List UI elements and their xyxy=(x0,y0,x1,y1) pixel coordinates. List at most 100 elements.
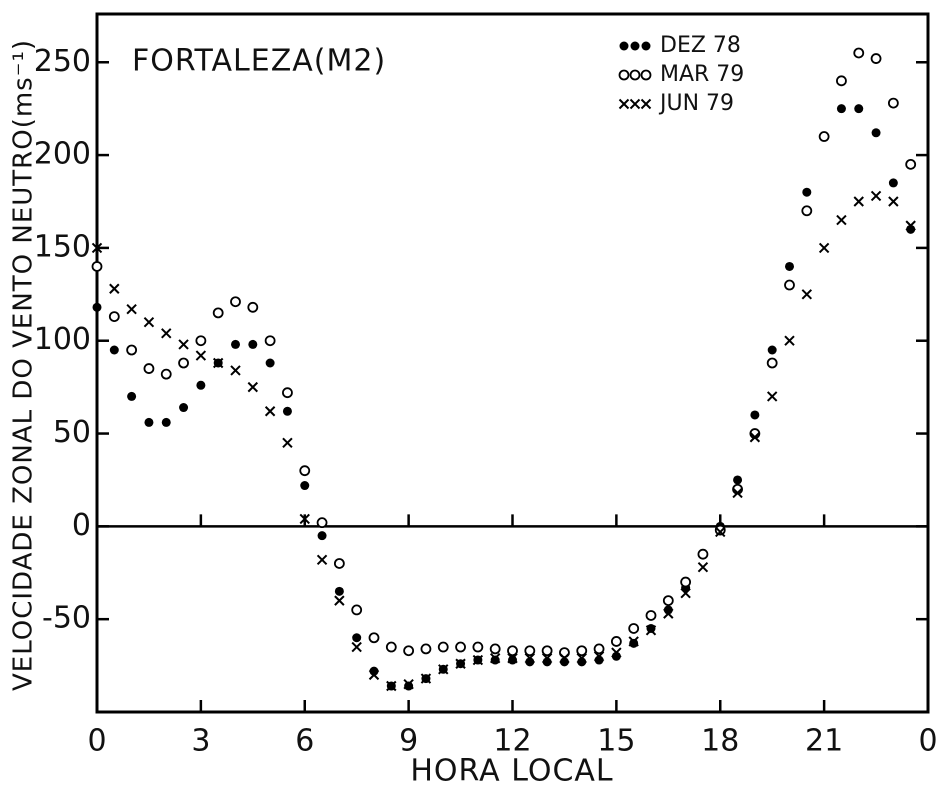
data-point xyxy=(680,576,692,588)
data-point xyxy=(508,655,517,665)
data-point xyxy=(870,53,882,64)
y-tick-label: 100 xyxy=(34,322,91,357)
data-point xyxy=(766,357,778,369)
data-point xyxy=(766,391,778,402)
data-point xyxy=(352,633,362,643)
data-point xyxy=(265,358,275,368)
data-point xyxy=(351,604,363,616)
data-point xyxy=(871,128,881,138)
data-point xyxy=(733,475,743,485)
data-point xyxy=(404,681,414,691)
data-point xyxy=(282,437,293,449)
x-tick-label: 0 xyxy=(918,724,937,759)
y-tick-label: 50 xyxy=(53,415,91,450)
data-point xyxy=(507,652,518,664)
data-point xyxy=(109,345,119,355)
data-point xyxy=(247,301,259,313)
data-point xyxy=(507,645,518,657)
data-point xyxy=(610,636,622,647)
data-point xyxy=(127,391,137,401)
data-point xyxy=(524,652,536,664)
x-tick-label: 15 xyxy=(597,724,635,759)
data-point xyxy=(212,307,224,319)
legend-marker xyxy=(618,98,630,110)
legend-label: JUN 79 xyxy=(658,91,734,116)
data-point xyxy=(299,513,310,525)
data-point xyxy=(386,680,397,692)
data-point xyxy=(905,158,917,170)
x-tick-label: 18 xyxy=(701,724,739,759)
data-point xyxy=(559,652,570,664)
data-point xyxy=(247,381,259,393)
data-point xyxy=(196,380,206,390)
data-point xyxy=(663,608,674,619)
data-point xyxy=(230,365,241,376)
data-point xyxy=(818,242,830,254)
data-point xyxy=(109,283,120,294)
data-point xyxy=(351,641,362,653)
data-point xyxy=(472,654,484,666)
data-point xyxy=(836,75,847,87)
data-point xyxy=(264,406,276,417)
y-tick-label: 200 xyxy=(34,137,91,172)
data-point xyxy=(611,647,622,658)
y-tick-label: -50 xyxy=(42,601,91,636)
data-point xyxy=(662,595,674,607)
data-point xyxy=(888,178,898,188)
data-point xyxy=(144,417,154,427)
data-point xyxy=(230,296,241,308)
data-point xyxy=(697,548,709,560)
data-point xyxy=(870,190,882,202)
data-point xyxy=(697,561,709,573)
data-point xyxy=(541,652,553,664)
data-point xyxy=(629,638,639,648)
data-point xyxy=(333,558,345,569)
y-tick-label: 150 xyxy=(34,229,91,264)
data-point xyxy=(368,669,380,681)
x-tick-label: 0 xyxy=(87,724,106,759)
data-point xyxy=(576,652,587,664)
legend-marker xyxy=(640,98,652,110)
data-point xyxy=(179,403,189,413)
data-point xyxy=(715,526,726,538)
legend-marker xyxy=(629,69,641,81)
data-point xyxy=(887,97,899,109)
data-point xyxy=(438,664,449,675)
data-point xyxy=(403,645,415,657)
legend-marker xyxy=(629,98,641,110)
data-point xyxy=(334,586,344,596)
data-point xyxy=(455,641,466,653)
data-point xyxy=(282,387,293,399)
data-point xyxy=(541,645,553,657)
data-point xyxy=(282,406,292,416)
data-point xyxy=(195,350,207,361)
data-point xyxy=(524,645,536,657)
data-point xyxy=(334,595,345,606)
data-point xyxy=(836,214,847,226)
data-point xyxy=(437,641,449,653)
data-point xyxy=(316,517,328,529)
data-point xyxy=(802,187,812,197)
data-point xyxy=(143,363,155,374)
data-point xyxy=(645,625,657,636)
x-tick-label: 12 xyxy=(493,724,531,759)
data-point xyxy=(628,636,639,647)
y-axis-label: VELOCIDADE ZONAL DO VENTO NEUTRO(ms⁻¹) xyxy=(9,39,39,691)
data-point xyxy=(92,302,102,312)
data-point xyxy=(767,345,777,355)
data-point xyxy=(853,47,865,59)
data-point xyxy=(714,524,726,536)
data-point xyxy=(299,465,311,477)
x-tick-label: 3 xyxy=(191,724,210,759)
data-point xyxy=(248,339,258,349)
data-point xyxy=(126,344,138,356)
data-point xyxy=(785,261,794,271)
data-point xyxy=(143,316,155,328)
data-point xyxy=(853,196,864,207)
data-point xyxy=(455,658,466,669)
data-point xyxy=(784,335,795,346)
data-point xyxy=(801,205,813,217)
data-point xyxy=(732,487,743,499)
data-point xyxy=(490,655,500,665)
